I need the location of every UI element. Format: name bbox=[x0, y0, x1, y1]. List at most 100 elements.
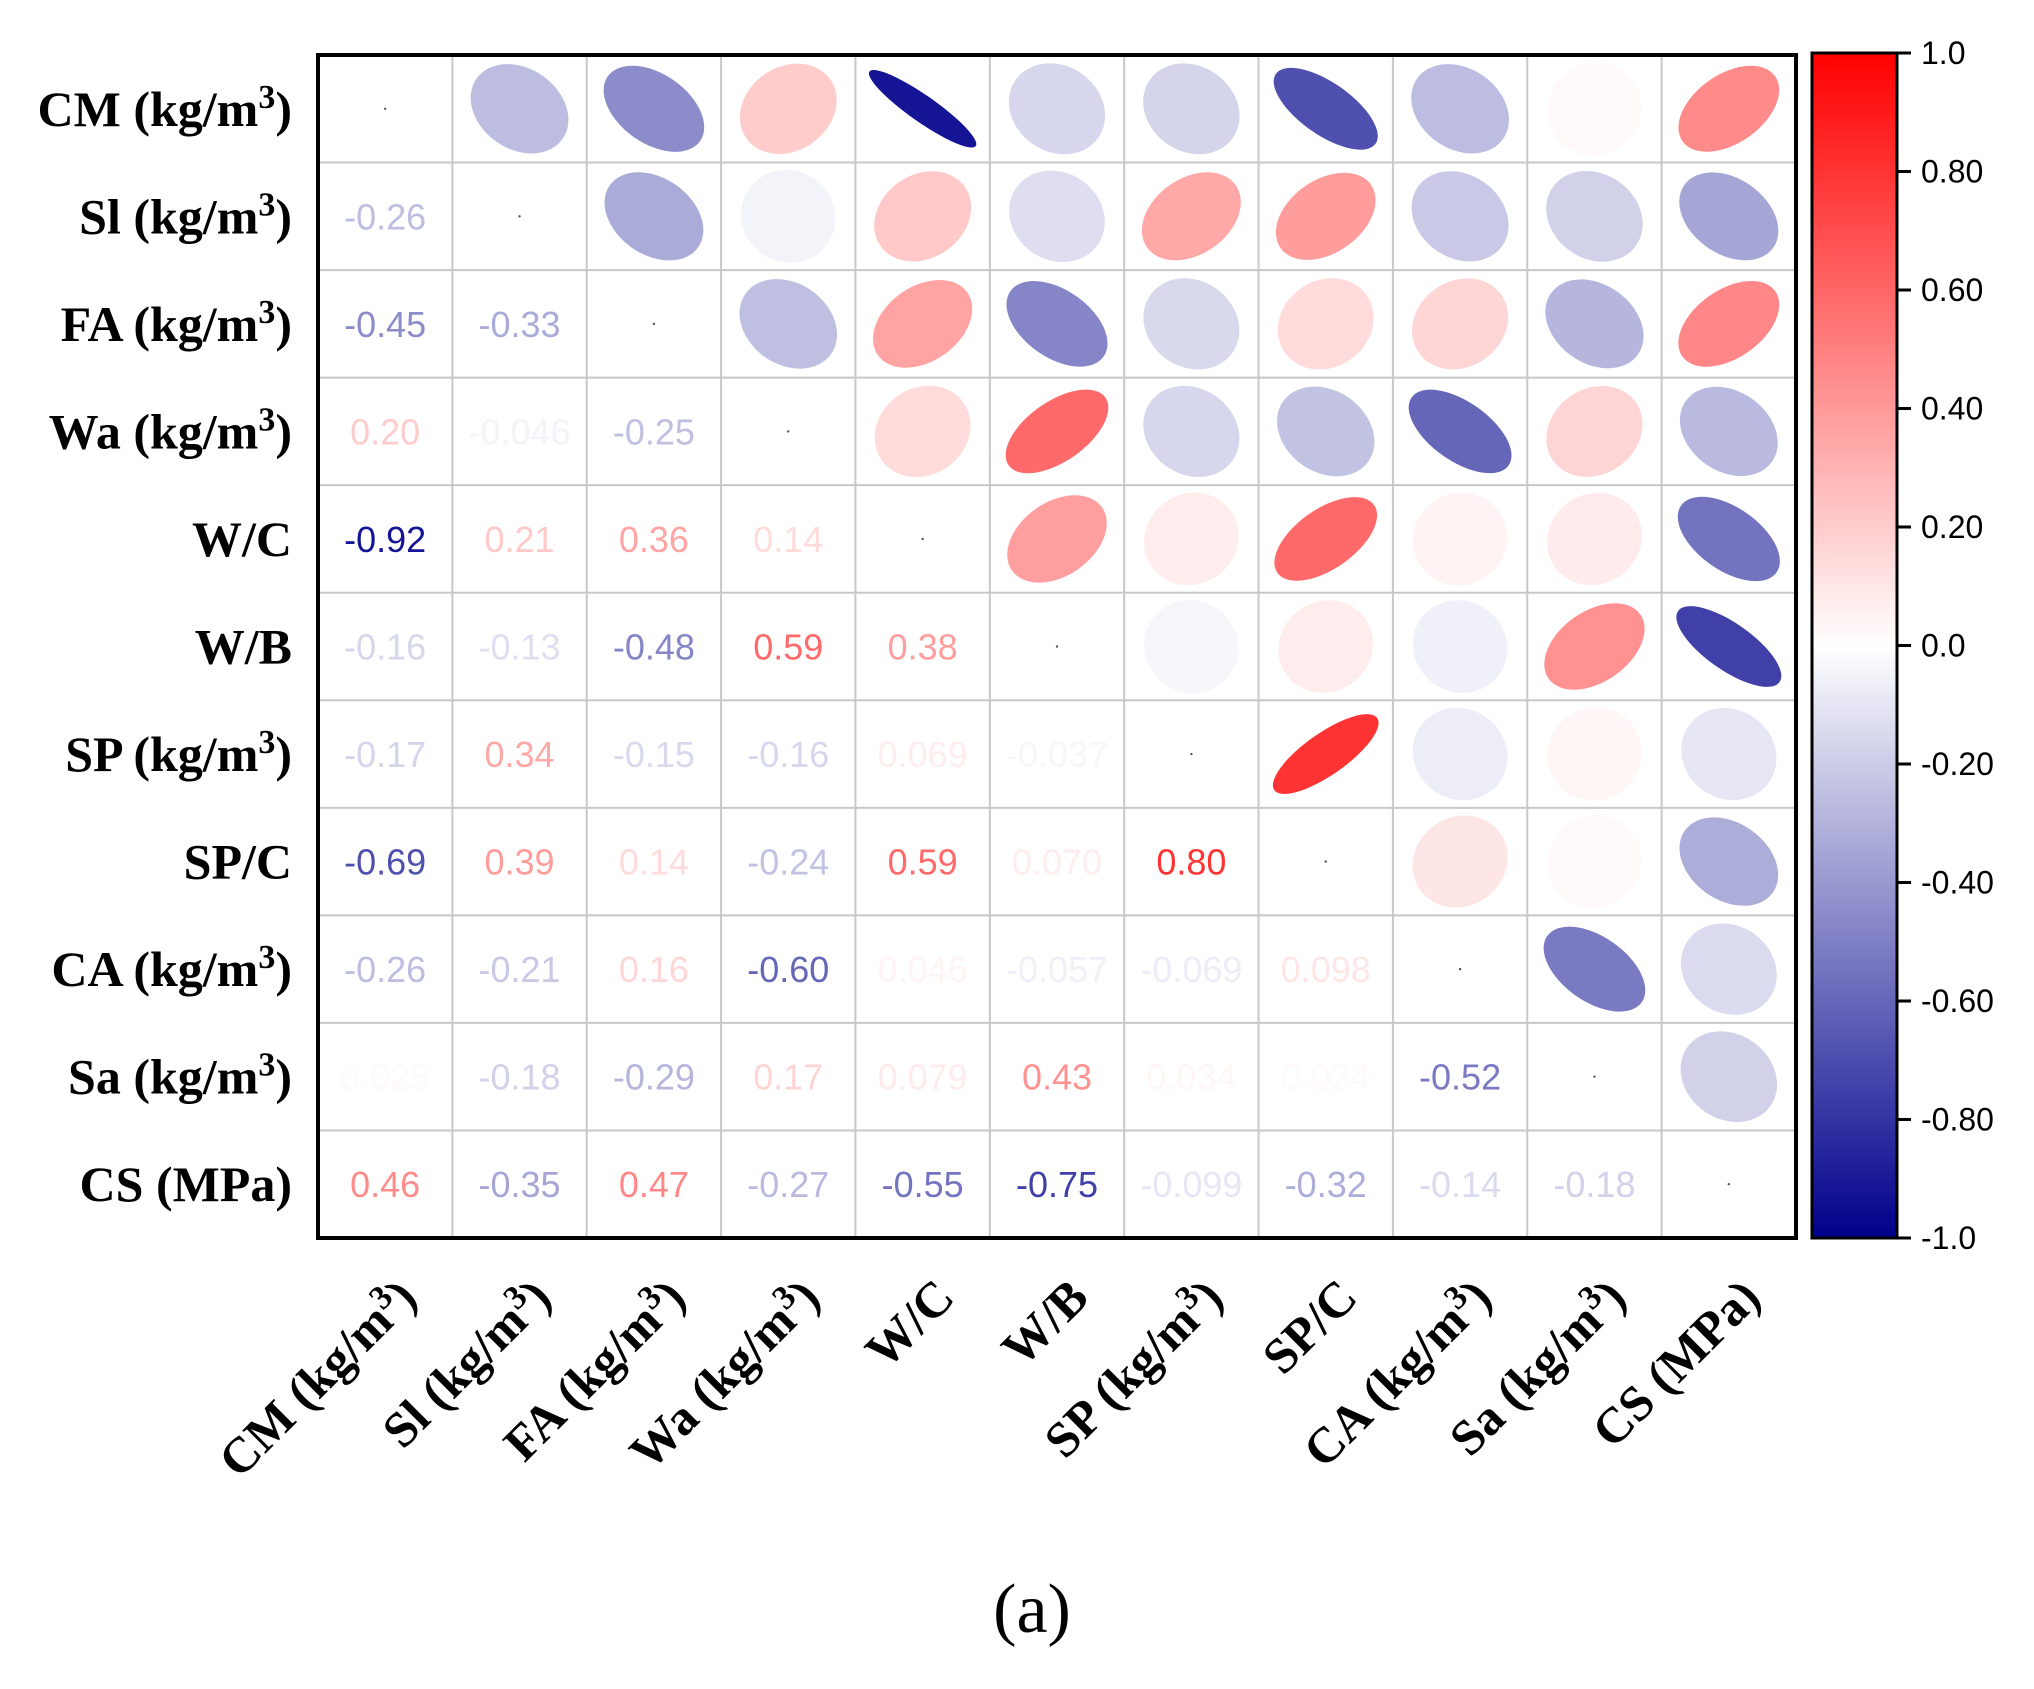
corr-value-9-2: -0.29 bbox=[613, 1057, 695, 1098]
corr-ellipse-5-8 bbox=[1412, 600, 1508, 693]
diagonal-dot bbox=[1190, 752, 1193, 756]
corr-value-5-0: -0.16 bbox=[344, 627, 426, 668]
diagonal-dot bbox=[1727, 1183, 1731, 1186]
colorbar-gradient bbox=[1810, 51, 1899, 1240]
corr-ellipse-3-10 bbox=[1679, 386, 1778, 477]
corr-ellipse-2-4 bbox=[873, 280, 973, 368]
corr-ellipse-3-5 bbox=[1005, 389, 1109, 474]
corr-ellipse-3-8 bbox=[1408, 389, 1512, 474]
corr-ellipse-5-10 bbox=[1676, 606, 1782, 687]
corr-value-9-1: -0.18 bbox=[479, 1057, 561, 1098]
corr-value-2-1: -0.33 bbox=[479, 304, 561, 345]
corr-value-5-2: -0.48 bbox=[613, 627, 695, 668]
corr-ellipse-4-7 bbox=[1274, 497, 1378, 581]
corr-value-10-8: -0.14 bbox=[1419, 1164, 1501, 1205]
corr-ellipse-2-5 bbox=[1006, 281, 1108, 367]
corr-ellipse-2-8 bbox=[1412, 278, 1509, 370]
colorbar-tick-label: 0.60 bbox=[1921, 272, 1983, 308]
corr-ellipse-3-6 bbox=[1143, 385, 1240, 477]
corr-ellipse-3-7 bbox=[1277, 386, 1375, 477]
corr-value-10-6: -0.099 bbox=[1140, 1164, 1242, 1205]
corr-value-3-2: -0.25 bbox=[613, 411, 695, 452]
corr-value-8-0: -0.26 bbox=[344, 949, 426, 990]
corr-value-6-4: 0.069 bbox=[878, 734, 968, 775]
figure-caption: (a) bbox=[993, 1571, 1071, 1648]
row-label-3: Wa (kg/m3) bbox=[49, 401, 292, 459]
corr-value-8-6: -0.069 bbox=[1140, 949, 1242, 990]
corr-ellipse-2-10 bbox=[1678, 280, 1780, 367]
corr-ellipse-1-4 bbox=[874, 171, 972, 262]
corr-value-8-2: 0.16 bbox=[619, 949, 689, 990]
row-labels: CM (kg/m3) Sl (kg/m3) FA (kg/m3) Wa (kg/m3)… bbox=[38, 79, 292, 1212]
corr-ellipse-1-3 bbox=[741, 169, 836, 263]
corr-ellipse-0-1 bbox=[470, 64, 569, 154]
corr-value-9-3: 0.17 bbox=[753, 1057, 823, 1098]
corr-ellipse-0-9 bbox=[1547, 62, 1642, 156]
corr-value-6-5: -0.037 bbox=[1006, 734, 1108, 775]
corr-ellipse-0-6 bbox=[1143, 63, 1240, 155]
row-label-5: W/B bbox=[195, 619, 292, 675]
corr-value-10-9: -0.18 bbox=[1553, 1164, 1635, 1205]
column-label-4: W/C bbox=[854, 1268, 964, 1378]
corr-ellipse-0-5 bbox=[1008, 63, 1106, 155]
row-label-7: SP/C bbox=[184, 834, 292, 890]
corr-value-9-5: 0.43 bbox=[1022, 1057, 1092, 1098]
column-label-7: SP/C bbox=[1251, 1268, 1367, 1384]
corr-ellipse-3-9 bbox=[1546, 385, 1643, 477]
corr-ellipse-2-6 bbox=[1143, 278, 1240, 370]
corr-value-8-5: -0.057 bbox=[1006, 949, 1108, 990]
corr-ellipse-5-9 bbox=[1544, 603, 1645, 690]
row-label-0: CM (kg/m3) bbox=[38, 79, 292, 137]
plot-frame bbox=[316, 53, 1798, 1240]
corr-ellipse-5-7 bbox=[1278, 600, 1374, 693]
column-label-0: CM (kg/m3) bbox=[206, 1267, 427, 1488]
corr-ellipse-6-7 bbox=[1272, 714, 1379, 794]
corr-ellipse-0-7 bbox=[1273, 67, 1378, 150]
corr-ellipse-0-3 bbox=[739, 63, 837, 154]
corr-ellipse-6-10 bbox=[1681, 708, 1777, 801]
diagonal-dot bbox=[1458, 967, 1462, 971]
corr-value-4-2: 0.36 bbox=[619, 519, 689, 560]
matrix-cells: -0.26 -0.45 -0.33 0.20 -0.046 -0.25 -0.92 0.21 0… bbox=[340, 62, 1782, 1205]
corr-value-3-0: 0.20 bbox=[350, 411, 420, 452]
corr-value-8-3: -0.60 bbox=[747, 949, 829, 990]
colorbar-ticks: 1.0 0.80 0.60 0.40 0.20 0.0 -0.20 -0.40 -0.60 -0.… bbox=[1897, 35, 1994, 1256]
corr-value-4-0: -0.92 bbox=[344, 519, 426, 560]
corr-ellipse-1-8 bbox=[1411, 171, 1509, 262]
corr-ellipse-1-7 bbox=[1275, 172, 1376, 260]
corr-value-10-7: -0.32 bbox=[1285, 1164, 1367, 1205]
corr-ellipse-6-9 bbox=[1547, 707, 1642, 801]
corr-value-7-2: 0.14 bbox=[619, 842, 689, 883]
diagonal-dot bbox=[1324, 860, 1327, 863]
corr-ellipse-4-6 bbox=[1143, 492, 1239, 586]
column-label-5: W/B bbox=[990, 1268, 1098, 1376]
corr-value-9-6: 0.034 bbox=[1146, 1057, 1236, 1098]
diagonal-dot bbox=[1593, 1075, 1596, 1078]
corr-ellipse-4-10 bbox=[1677, 496, 1780, 582]
corr-ellipse-2-7 bbox=[1277, 278, 1374, 370]
corr-ellipse-4-8 bbox=[1412, 492, 1508, 586]
corr-ellipse-3-4 bbox=[874, 385, 971, 478]
corr-value-2-0: -0.45 bbox=[344, 304, 426, 345]
corr-ellipse-7-9 bbox=[1547, 814, 1642, 909]
column-labels: CM (kg/m3)Sl (kg/m3)FA (kg/m3)Wa (kg/m3)… bbox=[206, 1267, 1770, 1488]
corr-ellipse-8-10 bbox=[1680, 923, 1777, 1015]
row-label-8: CA (kg/m3) bbox=[51, 939, 292, 997]
colorbar-tick-label: -0.80 bbox=[1921, 1102, 1994, 1138]
corr-value-10-2: 0.47 bbox=[619, 1164, 689, 1205]
row-label-4: W/C bbox=[192, 511, 292, 567]
corr-value-5-3: 0.59 bbox=[753, 627, 823, 668]
corr-ellipse-0-10 bbox=[1678, 65, 1780, 152]
corr-ellipse-4-9 bbox=[1547, 492, 1642, 586]
corr-ellipse-0-4 bbox=[868, 70, 977, 148]
corr-value-7-4: 0.59 bbox=[888, 842, 958, 883]
colorbar-tick-label: 0.0 bbox=[1921, 628, 1965, 664]
corr-ellipse-6-8 bbox=[1412, 707, 1508, 801]
corr-ellipse-1-9 bbox=[1546, 170, 1643, 262]
corr-value-4-3: 0.14 bbox=[753, 519, 823, 560]
corr-value-9-7: 0.024 bbox=[1281, 1057, 1371, 1098]
row-label-9: Sa (kg/m3) bbox=[68, 1047, 292, 1105]
corr-value-8-7: 0.098 bbox=[1281, 949, 1371, 990]
corr-value-7-3: -0.24 bbox=[747, 842, 829, 883]
corr-value-10-4: -0.55 bbox=[882, 1164, 964, 1205]
